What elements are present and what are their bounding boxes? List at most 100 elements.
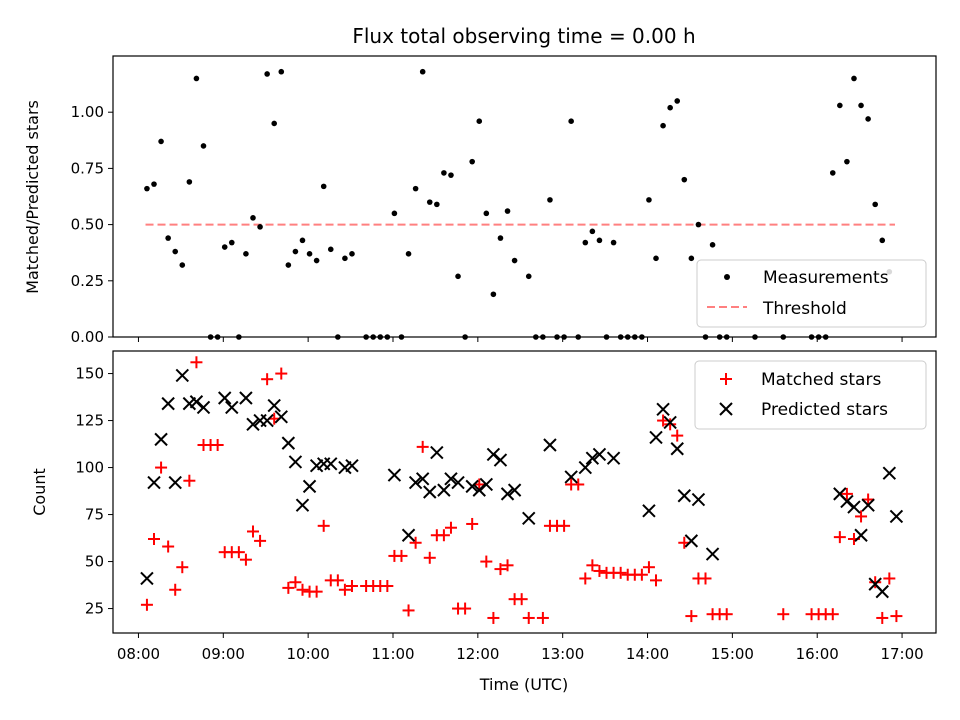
measurement-point	[320, 183, 327, 190]
matched-star-point	[572, 478, 585, 491]
predicted-star-point	[564, 470, 578, 484]
matched-star-point	[162, 540, 175, 553]
predicted-star-point	[840, 494, 854, 509]
bottom-y-tick-label: 150	[75, 365, 104, 383]
measurement-point	[667, 104, 673, 111]
predicted-star-point	[147, 475, 161, 490]
predicted-star-point	[465, 479, 479, 494]
measurement-point	[349, 251, 355, 257]
predicted-star-point	[882, 466, 897, 480]
matched-star-point	[239, 553, 252, 566]
predicted-star-point	[543, 438, 557, 452]
matched-star-point	[331, 574, 344, 587]
predicted-star-point	[189, 395, 204, 409]
matched-star-point	[466, 517, 479, 530]
measurement-point	[879, 237, 886, 244]
measurement-point	[568, 118, 574, 124]
matched-star-point	[487, 611, 500, 624]
predicted-star-point	[493, 453, 508, 467]
legend-marker-predicted	[719, 402, 733, 416]
matched-star-point	[650, 574, 663, 587]
matched-star-point	[395, 549, 408, 562]
measurement-point	[172, 248, 179, 255]
matched-star-point	[155, 461, 168, 474]
predicted-star-point	[196, 400, 211, 415]
measurement-point	[193, 75, 200, 82]
predicted-star-point	[140, 571, 154, 586]
measurement-point	[292, 248, 299, 255]
matched-star-point	[833, 531, 846, 544]
predicted-star-point	[606, 451, 621, 465]
matched-star-point	[664, 418, 677, 431]
matched-star-point	[685, 610, 698, 623]
measurement-point	[469, 158, 475, 165]
count-panel: Count Time (UTC) 25 50 75 100 125 150 08:00 09:…	[30, 350, 937, 694]
predicted-star-point	[415, 472, 430, 486]
measurement-point	[285, 262, 292, 268]
predicted-star-point	[875, 584, 889, 599]
predicted-star-point	[246, 417, 260, 432]
matched-star-point	[169, 583, 182, 596]
top-y-tick-label: 0.00	[71, 328, 104, 346]
predicted-star-point	[451, 475, 465, 490]
measurement-point	[504, 208, 511, 214]
predicted-star-point	[281, 436, 296, 450]
measurement-point	[426, 199, 433, 205]
x-tick-label: 17:00	[880, 645, 923, 663]
bottom-y-tick-label: 100	[75, 459, 104, 477]
measurement-point	[434, 201, 440, 208]
x-tick-label: 16:00	[796, 645, 839, 663]
measurement-point	[829, 170, 836, 176]
measurement-point	[483, 210, 490, 217]
matched-star-point	[211, 439, 224, 451]
matched-star-point	[642, 561, 655, 574]
predicted-star-point	[670, 442, 684, 456]
matched-star-point	[862, 493, 875, 506]
matched-star-point	[876, 611, 889, 624]
chart-title: Flux total observing time = 0.00 h	[352, 24, 695, 48]
predicted-stars-points	[140, 368, 904, 599]
bottom-y-tick-label: 50	[85, 553, 104, 571]
measurement-point	[688, 255, 695, 262]
measurement-point	[313, 257, 320, 264]
measurement-point	[405, 251, 412, 257]
x-tick-label: 09:00	[202, 645, 245, 663]
measurement-point	[264, 71, 270, 77]
top-y-tick-label: 0.75	[71, 159, 104, 177]
predicted-star-point	[161, 396, 175, 411]
predicted-star-point	[175, 368, 189, 383]
measurement-point	[837, 102, 843, 109]
measurement-point	[589, 228, 596, 235]
matched-stars-points	[140, 356, 903, 624]
measurement-point	[250, 215, 256, 221]
measurement-point	[419, 68, 426, 75]
predicted-star-point	[585, 451, 600, 465]
matched-star-point	[586, 559, 599, 572]
measurement-point	[865, 116, 871, 122]
measurement-point	[851, 75, 857, 82]
bottom-plot-frame	[112, 350, 937, 634]
measurement-point	[200, 143, 207, 149]
matched-star-point	[444, 521, 457, 534]
matched-star-point	[310, 585, 323, 598]
matched-star-point	[317, 519, 330, 532]
matched-star-point	[140, 598, 153, 611]
x-tick-label: 12:00	[456, 645, 499, 663]
predicted-star-point	[649, 430, 663, 445]
measurement-point	[221, 244, 228, 250]
bottom-y-tick-label: 125	[75, 412, 104, 430]
matched-star-point	[826, 608, 839, 621]
predicted-star-point	[705, 547, 720, 561]
matched-star-point	[720, 608, 733, 621]
predicted-star-point	[861, 498, 875, 512]
predicted-star-point	[656, 402, 670, 416]
x-tick-label: 13:00	[541, 645, 584, 663]
predicted-star-point	[154, 432, 168, 447]
bottom-legend: Matched stars Predicted stars	[694, 360, 927, 430]
predicted-star-point	[260, 413, 274, 428]
ratio-panel: Flux total observing time = 0.00 h Match…	[23, 24, 937, 346]
matched-star-point	[148, 533, 161, 545]
predicted-star-point	[168, 475, 182, 490]
legend-label-matched: Matched stars	[761, 370, 881, 390]
